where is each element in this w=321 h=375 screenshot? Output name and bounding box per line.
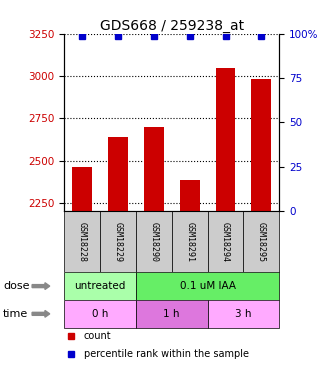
- Bar: [251, 80, 271, 211]
- Text: 0.1 uM IAA: 0.1 uM IAA: [179, 281, 236, 291]
- Bar: [172, 211, 208, 272]
- Bar: [136, 300, 208, 328]
- Bar: [136, 211, 172, 272]
- Bar: [180, 180, 200, 211]
- Text: GSM18294: GSM18294: [221, 222, 230, 262]
- Text: 1 h: 1 h: [163, 309, 180, 319]
- Text: GSM18228: GSM18228: [78, 222, 87, 262]
- Bar: [243, 211, 279, 272]
- Text: GSM18290: GSM18290: [149, 222, 158, 262]
- Bar: [64, 272, 136, 300]
- Bar: [208, 300, 279, 328]
- Bar: [72, 167, 92, 211]
- Bar: [216, 68, 235, 211]
- Title: GDS668 / 259238_at: GDS668 / 259238_at: [100, 19, 244, 33]
- Bar: [100, 211, 136, 272]
- Text: GSM18291: GSM18291: [185, 222, 194, 262]
- Text: time: time: [3, 309, 29, 319]
- Bar: [64, 300, 136, 328]
- Bar: [208, 211, 243, 272]
- Text: GSM18295: GSM18295: [257, 222, 266, 262]
- Text: GSM18229: GSM18229: [113, 222, 123, 262]
- Text: 3 h: 3 h: [235, 309, 252, 319]
- Text: percentile rank within the sample: percentile rank within the sample: [83, 349, 248, 358]
- Bar: [136, 272, 279, 300]
- Bar: [144, 127, 164, 211]
- Text: 0 h: 0 h: [92, 309, 108, 319]
- Text: count: count: [83, 331, 111, 340]
- Text: untreated: untreated: [74, 281, 126, 291]
- Text: dose: dose: [3, 281, 30, 291]
- Bar: [108, 137, 128, 211]
- Bar: [64, 211, 100, 272]
